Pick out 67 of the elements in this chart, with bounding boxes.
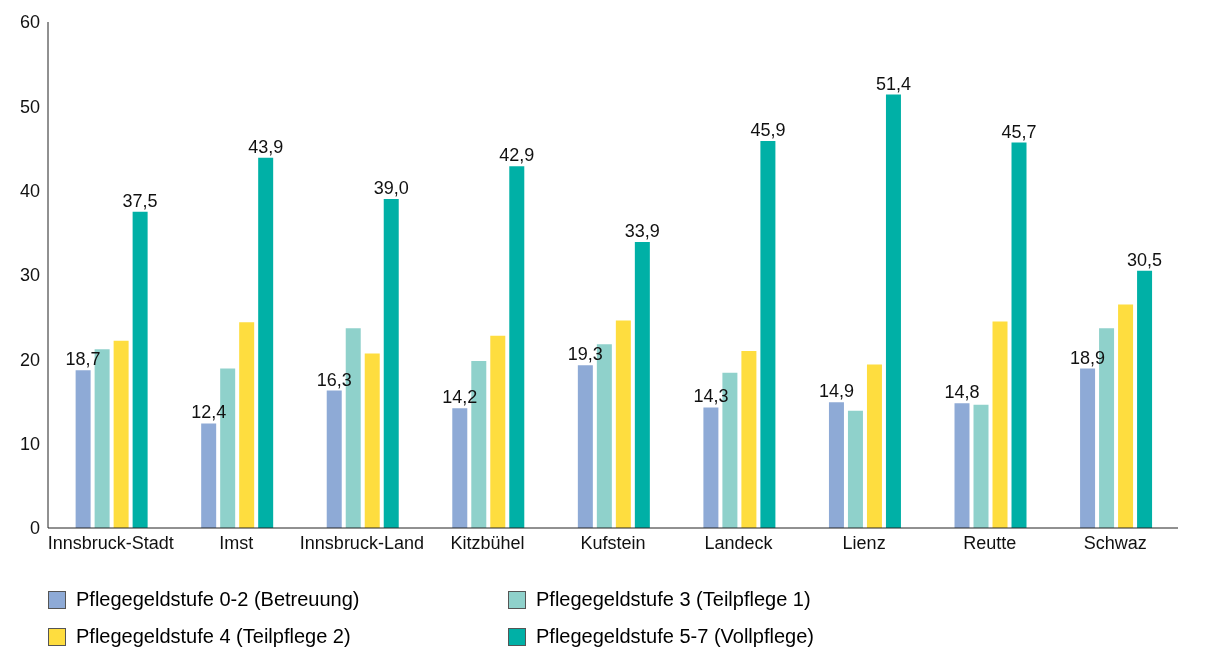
bar xyxy=(634,242,650,528)
bar xyxy=(992,321,1008,528)
bar xyxy=(577,365,593,528)
x-tick-label: Imst xyxy=(219,532,254,553)
bar xyxy=(885,94,901,528)
bar xyxy=(326,390,342,528)
data-label: 45,9 xyxy=(750,119,786,140)
legend-label: Pflegegeldstufe 4 (Teilpflege 2) xyxy=(76,625,351,648)
bar xyxy=(760,140,776,528)
x-tick-label: Kitzbühel xyxy=(450,532,525,553)
y-tick-label: 0 xyxy=(29,518,40,539)
data-label: 37,5 xyxy=(122,190,158,211)
y-tick-label: 60 xyxy=(19,12,40,33)
data-label: 14,8 xyxy=(944,382,980,403)
bar xyxy=(383,199,399,528)
bar xyxy=(973,404,989,528)
data-label: 16,3 xyxy=(316,369,352,390)
bar xyxy=(1011,142,1027,528)
data-label: 18,7 xyxy=(65,349,101,370)
bar xyxy=(1080,368,1096,528)
data-label: 14,2 xyxy=(442,387,478,408)
bar xyxy=(847,410,863,528)
bar xyxy=(509,166,525,528)
bar xyxy=(1118,304,1134,528)
bar xyxy=(866,364,882,528)
x-tick-label: Schwaz xyxy=(1083,532,1147,553)
bar xyxy=(75,370,91,528)
bar xyxy=(615,320,631,528)
y-tick-label: 30 xyxy=(19,265,40,286)
legend-label: Pflegegeldstufe 3 (Teilpflege 1) xyxy=(536,588,811,611)
x-tick-label: Innsbruck-Stadt xyxy=(47,532,174,553)
bar xyxy=(258,157,274,528)
bar xyxy=(113,340,129,528)
legend-label: Pflegegeldstufe 0-2 (Betreuung) xyxy=(76,588,360,611)
bar xyxy=(201,423,217,528)
data-label: 39,0 xyxy=(373,178,409,199)
x-tick-label: Reutte xyxy=(963,532,1017,553)
data-label: 19,3 xyxy=(567,344,603,365)
data-label: 30,5 xyxy=(1127,249,1163,270)
y-tick-label: 10 xyxy=(19,434,40,455)
bar xyxy=(490,335,506,528)
data-label: 51,4 xyxy=(875,73,911,94)
bar xyxy=(1137,270,1153,528)
data-label: 12,4 xyxy=(191,402,227,423)
bar xyxy=(132,211,148,528)
bar xyxy=(703,407,719,528)
y-tick-label: 20 xyxy=(19,349,40,370)
x-tick-label: Innsbruck-Land xyxy=(299,532,424,553)
data-label: 14,9 xyxy=(818,381,854,402)
data-label: 14,3 xyxy=(693,386,729,407)
data-label: 45,7 xyxy=(1001,121,1037,142)
bar xyxy=(364,353,380,528)
y-tick-label: 40 xyxy=(19,181,40,202)
x-tick-label: Lienz xyxy=(842,532,886,553)
legend-label: Pflegegeldstufe 5-7 (Vollpflege) xyxy=(536,625,814,648)
x-tick-label: Landeck xyxy=(704,532,774,553)
data-label: 18,9 xyxy=(1070,347,1106,368)
bar xyxy=(828,402,844,528)
bar xyxy=(239,322,255,528)
bar xyxy=(741,350,757,528)
data-label: 33,9 xyxy=(624,221,660,242)
data-label: 42,9 xyxy=(499,145,535,166)
bar xyxy=(954,403,970,528)
data-label: 43,9 xyxy=(248,136,284,157)
y-tick-label: 50 xyxy=(19,96,40,117)
bar xyxy=(452,408,468,528)
x-tick-label: Kufstein xyxy=(580,532,646,553)
